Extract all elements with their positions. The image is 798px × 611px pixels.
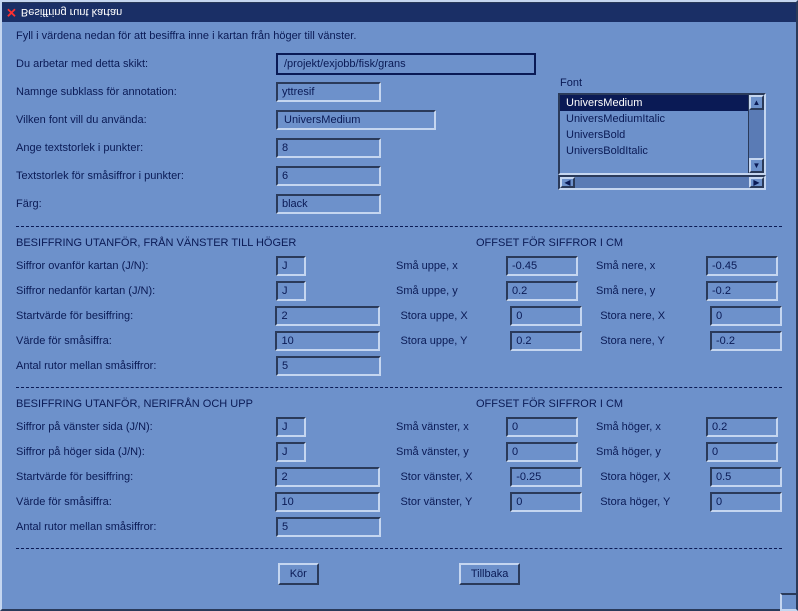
lbl-stor-v-y: Stor vänster, Y <box>400 496 510 508</box>
smalltext-label: Textstorlek för småsiffror i punkter: <box>16 170 276 182</box>
list-item[interactable]: UniversBold <box>560 127 748 143</box>
client-area: Fyll i värdena nedan för att besiffra in… <box>2 22 796 609</box>
instruction-text: Fyll i värdena nedan för att besiffra in… <box>16 30 782 42</box>
sec1-above-input[interactable] <box>276 256 306 276</box>
scroll-left-icon[interactable]: ◀ <box>560 177 575 188</box>
in-sma-nere-y[interactable] <box>706 281 778 301</box>
sec1-start-input[interactable] <box>275 306 380 326</box>
in-stor-h-x[interactable] <box>710 467 782 487</box>
in-stora-nere-y[interactable] <box>710 331 782 351</box>
sec2-left-input[interactable] <box>276 417 306 437</box>
back-button[interactable]: Tillbaka <box>459 563 521 585</box>
lbl-stora-nere-y: Stora nere, Y <box>600 335 710 347</box>
lbl-sma-uppe-y: Små uppe, y <box>396 285 506 297</box>
sec2-small-label: Värde för småsiffra: <box>16 496 275 508</box>
subclass-label: Namnge subklass för annotation: <box>16 86 276 98</box>
lbl-sma-nere-y: Små nere, y <box>596 285 706 297</box>
sec1-small-input[interactable] <box>275 331 380 351</box>
sec2-right-input[interactable] <box>276 442 306 462</box>
lbl-stor-h-x: Stora höger, X <box>600 471 710 483</box>
sec1-heading-left: BESIFFRING UTANFÖR, FRÅN VÄNSTER TILL HÖ… <box>16 237 476 249</box>
color-input[interactable] <box>276 194 381 214</box>
sec1-boxes-label: Antal rutor mellan småsiffror: <box>16 360 276 372</box>
list-item[interactable]: UniversBoldItalic <box>560 143 748 159</box>
section2-heading: BESIFFRING UTANFÖR, NERIFRÅN OCH UPP OFF… <box>16 398 782 410</box>
lbl-sma-v-x: Små vänster, x <box>396 421 506 433</box>
lbl-stor-v-x: Stor vänster, X <box>400 471 510 483</box>
sec2-right-label: Siffror på höger sida (J/N): <box>16 446 276 458</box>
in-stor-v-x[interactable] <box>510 467 582 487</box>
textsize-label: Ange textstorlek i punkter: <box>16 142 276 154</box>
resize-handle-icon[interactable] <box>780 593 798 611</box>
color-label: Färg: <box>16 198 276 210</box>
sec2-start-input[interactable] <box>275 467 380 487</box>
layer-value: /projekt/exjobb/fisk/grans <box>276 53 536 75</box>
sec2-small-input[interactable] <box>275 492 380 512</box>
scroll-right-icon[interactable]: ▶ <box>749 177 764 188</box>
sec1-below-input[interactable] <box>276 281 306 301</box>
close-icon[interactable]: ✕ <box>6 5 17 21</box>
divider <box>16 548 782 549</box>
lbl-sma-nere-x: Små nere, x <box>596 260 706 272</box>
vscrollbar[interactable]: ▲ ▼ <box>748 95 764 173</box>
sec1-below-label: Siffror nedanför kartan (J/N): <box>16 285 276 297</box>
lbl-stora-uppe-x: Stora uppe, X <box>400 310 510 322</box>
smalltext-input[interactable] <box>276 166 381 186</box>
divider <box>16 226 782 227</box>
in-sma-h-y[interactable] <box>706 442 778 462</box>
font-list-container: Font UniversMedium UniversMediumItalic U… <box>558 77 766 190</box>
sec1-start-label: Startvärde för besiffring: <box>16 310 275 322</box>
in-sma-v-y[interactable] <box>506 442 578 462</box>
scroll-track-h[interactable] <box>575 177 749 188</box>
sec1-above-label: Siffror ovanför kartan (J/N): <box>16 260 276 272</box>
lbl-sma-h-x: Små höger, x <box>596 421 706 433</box>
in-sma-nere-x[interactable] <box>706 256 778 276</box>
sec2-heading-left: BESIFFRING UTANFÖR, NERIFRÅN OCH UPP <box>16 398 476 410</box>
layer-label: Du arbetar med detta skikt: <box>16 58 276 70</box>
list-item[interactable]: UniversMediumItalic <box>560 111 748 127</box>
in-stora-uppe-x[interactable] <box>510 306 582 326</box>
font-label: Vilken font vill du använda: <box>16 114 276 126</box>
section1-heading: BESIFFRING UTANFÖR, FRÅN VÄNSTER TILL HÖ… <box>16 237 782 249</box>
titlebar: ✕ Besiffring runt kartan <box>2 2 796 22</box>
font-list-label: Font <box>558 77 766 89</box>
lbl-stor-h-y: Stora höger, Y <box>600 496 710 508</box>
lbl-stora-nere-x: Stora nere, X <box>600 310 710 322</box>
in-sma-uppe-y[interactable] <box>506 281 578 301</box>
divider <box>16 387 782 388</box>
in-sma-h-x[interactable] <box>706 417 778 437</box>
scroll-up-icon[interactable]: ▲ <box>749 95 764 110</box>
sec2-heading-right: OFFSET FÖR SIFFROR I CM <box>476 398 782 410</box>
scroll-down-icon[interactable]: ▼ <box>749 158 764 173</box>
sec2-boxes-label: Antal rutor mellan småsiffror: <box>16 521 276 533</box>
lbl-sma-h-y: Små höger, y <box>596 446 706 458</box>
in-stor-v-y[interactable] <box>510 492 582 512</box>
hscrollbar[interactable]: ◀ ▶ <box>558 175 766 190</box>
dialog-window: ✕ Besiffring runt kartan Fyll i värdena … <box>0 0 798 611</box>
run-button[interactable]: Kör <box>278 563 319 585</box>
scroll-track[interactable] <box>749 110 764 158</box>
in-stora-uppe-y[interactable] <box>510 331 582 351</box>
sec1-boxes-input[interactable] <box>276 356 381 376</box>
lbl-stora-uppe-y: Stora uppe, Y <box>400 335 510 347</box>
font-listbox[interactable]: UniversMedium UniversMediumItalic Univer… <box>558 93 766 175</box>
sec2-boxes-input[interactable] <box>276 517 381 537</box>
window-title: Besiffring runt kartan <box>21 7 122 19</box>
in-stor-h-y[interactable] <box>710 492 782 512</box>
in-sma-v-x[interactable] <box>506 417 578 437</box>
font-value: UniversMedium <box>276 110 436 130</box>
sec1-small-label: Värde för småsiffra: <box>16 335 275 347</box>
sec2-left-label: Siffror på vänster sida (J/N): <box>16 421 276 433</box>
subclass-input[interactable] <box>276 82 381 102</box>
lbl-sma-uppe-x: Små uppe, x <box>396 260 506 272</box>
sec2-start-label: Startvärde för besiffring: <box>16 471 275 483</box>
list-item[interactable]: UniversMedium <box>560 95 748 111</box>
sec1-heading-right: OFFSET FÖR SIFFROR I CM <box>476 237 782 249</box>
lbl-sma-v-y: Små vänster, y <box>396 446 506 458</box>
in-stora-nere-x[interactable] <box>710 306 782 326</box>
in-sma-uppe-x[interactable] <box>506 256 578 276</box>
textsize-input[interactable] <box>276 138 381 158</box>
